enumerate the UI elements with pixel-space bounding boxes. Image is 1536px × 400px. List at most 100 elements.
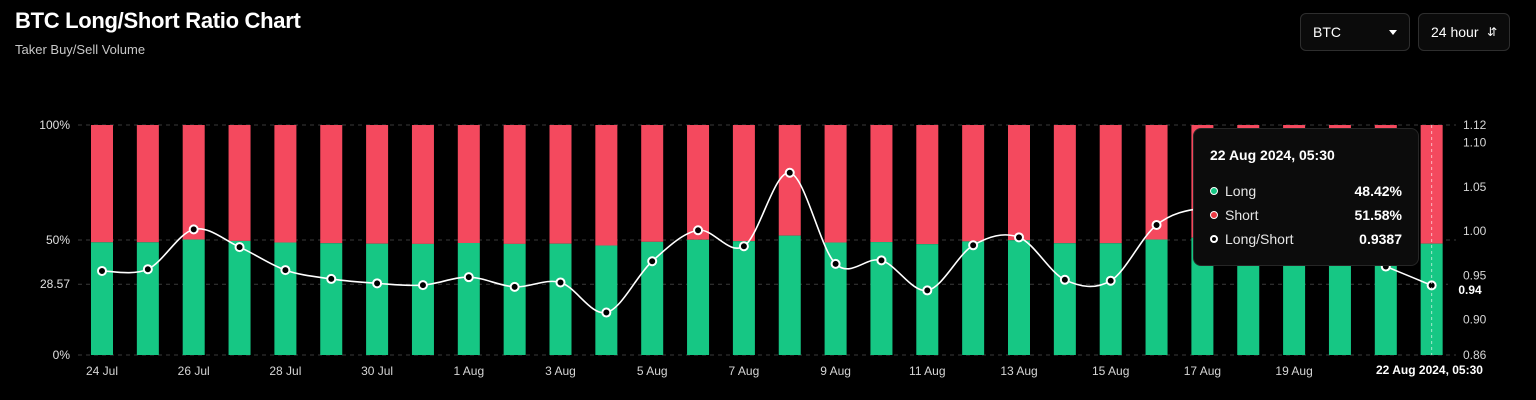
x-axis-tick-label: 5 Aug: [637, 364, 668, 378]
long-bar: [824, 242, 847, 355]
long-bar: [778, 235, 801, 355]
long-legend-icon: [1210, 187, 1218, 195]
ratio-point: [693, 225, 704, 236]
x-axis-tick-label: 26 Jul: [178, 364, 210, 378]
long-bar: [870, 242, 893, 355]
long-bar: [1191, 237, 1214, 355]
right-axis-tick-label: 0.86: [1463, 348, 1487, 362]
ratio-point: [97, 265, 107, 276]
sort-arrows-icon: ⇵: [1486, 25, 1497, 39]
tooltip-row-short: Short 51.58%: [1210, 203, 1402, 227]
crosshair-date-label: 22 Aug 2024, 05:30: [1370, 360, 1489, 380]
short-legend-icon: [1210, 211, 1218, 219]
long-bar: [411, 243, 434, 355]
range-select[interactable]: 24 hour ⇵: [1418, 13, 1510, 51]
page-subtitle: Taker Buy/Sell Volume: [15, 42, 146, 57]
short-bar: [870, 125, 893, 243]
x-axis-tick-label: 9 Aug: [820, 364, 851, 378]
long-bar: [228, 240, 251, 355]
short-bar: [457, 125, 480, 243]
short-bar: [916, 125, 939, 245]
long-bar: [503, 243, 526, 355]
long-bar: [1328, 241, 1351, 355]
ratio-point: [647, 256, 658, 267]
ratio-point: [601, 307, 612, 318]
tooltip-row-long: Long 48.42%: [1210, 179, 1402, 203]
ratio-point: [555, 277, 566, 288]
long-bar: [1145, 239, 1168, 355]
short-bar: [320, 125, 343, 244]
short-bar: [1099, 125, 1122, 244]
long-bar: [320, 243, 343, 355]
x-axis-tick-label: 3 Aug: [545, 364, 576, 378]
tooltip-long-value: 48.42%: [1354, 183, 1402, 199]
short-bar: [1008, 125, 1030, 241]
ratio-point: [922, 285, 933, 296]
tooltip-ratio-value: 0.9387: [1359, 231, 1402, 247]
short-bar: [549, 125, 572, 244]
short-bar: [274, 125, 297, 243]
x-axis-tick-label: 19 Aug: [1275, 364, 1312, 378]
right-axis-tick-label: 1.00: [1463, 224, 1487, 238]
ratio-point: [372, 278, 383, 289]
crosshair-ratio-label: 0.94: [1448, 280, 1492, 300]
long-bar: [457, 242, 480, 355]
long-bar: [1053, 243, 1076, 355]
ratio-legend-icon: [1210, 235, 1218, 243]
tooltip-row-ratio: Long/Short 0.9387: [1210, 227, 1402, 251]
short-bar: [228, 125, 251, 241]
ratio-point: [968, 240, 979, 251]
range-select-value: 24 hour: [1431, 24, 1479, 40]
short-bar: [641, 125, 664, 242]
ratio-point: [509, 281, 520, 292]
short-bar: [1420, 125, 1443, 244]
tooltip-long-label: Long: [1225, 183, 1257, 199]
ratio-point: [738, 241, 749, 252]
right-axis-tick-label: 0.95: [1463, 268, 1487, 282]
short-bar: [687, 125, 710, 240]
short-bar: [962, 125, 985, 242]
long-bar: [1008, 240, 1030, 355]
short-bar: [411, 125, 434, 244]
ratio-point: [142, 264, 153, 275]
x-axis-tick-label: 15 Aug: [1092, 364, 1129, 378]
ratio-point: [188, 224, 199, 235]
ratio-point: [280, 265, 291, 276]
x-axis-tick-label: 1 Aug: [453, 364, 484, 378]
long-bar: [687, 239, 710, 355]
long-bar: [1374, 242, 1397, 355]
tooltip-ratio-label: Long/Short: [1225, 231, 1294, 247]
left-axis-tick-label: 28.57: [40, 277, 70, 291]
short-bar: [1145, 125, 1168, 240]
ratio-point: [1014, 232, 1024, 243]
x-axis-tick-label: 7 Aug: [729, 364, 760, 378]
x-axis-tick-label: 11 Aug: [909, 364, 945, 378]
tooltip-short-value: 51.58%: [1354, 207, 1402, 223]
ratio-point: [1105, 275, 1116, 286]
x-axis-tick-label: 17 Aug: [1184, 364, 1221, 378]
page-title: BTC Long/Short Ratio Chart: [15, 8, 301, 33]
chevron-down-icon: [1389, 29, 1397, 35]
tooltip-short-label: Short: [1225, 207, 1259, 223]
long-bar: [549, 243, 572, 355]
short-bar: [182, 125, 205, 240]
short-bar: [824, 125, 847, 243]
long-bar: [641, 241, 664, 355]
right-axis-tick-label: 1.05: [1463, 180, 1487, 194]
coin-select[interactable]: BTC: [1300, 13, 1410, 51]
ratio-point: [463, 272, 474, 283]
long-bar: [136, 242, 159, 355]
ratio-point: [417, 280, 428, 291]
long-bar: [91, 242, 113, 355]
ratio-point: [1151, 219, 1162, 230]
x-axis-tick-label: 28 Jul: [269, 364, 301, 378]
x-axis-tick-label: 13 Aug: [1000, 364, 1037, 378]
short-bar: [595, 125, 618, 246]
ratio-point: [876, 255, 887, 266]
ratio-point: [1059, 274, 1070, 285]
x-axis-tick-label: 30 Jul: [361, 364, 393, 378]
left-axis-tick-label: 100%: [39, 118, 70, 132]
short-bar: [136, 125, 159, 243]
ratio-point: [784, 167, 795, 178]
long-bar: [1099, 243, 1122, 355]
